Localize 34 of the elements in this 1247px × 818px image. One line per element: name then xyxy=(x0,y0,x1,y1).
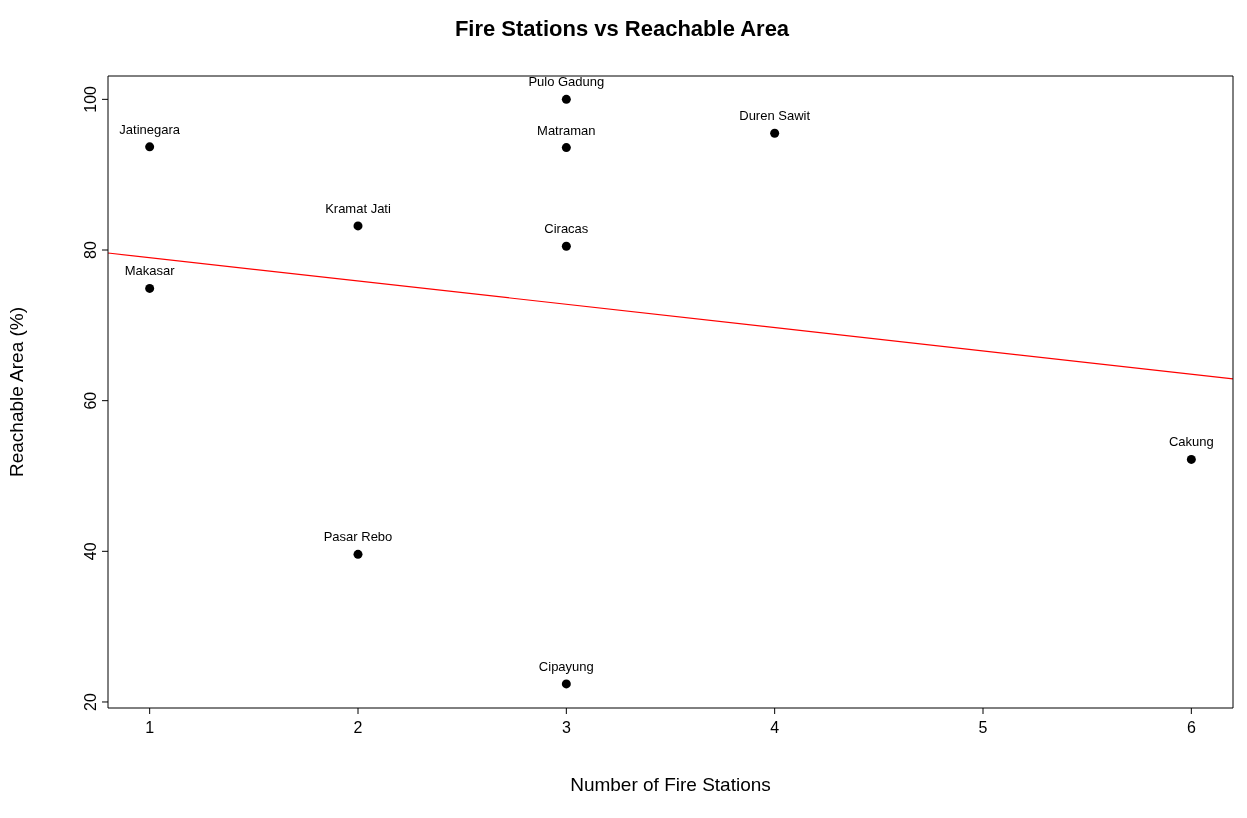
point xyxy=(353,549,363,559)
annotation: Pasar Rebo xyxy=(323,529,393,545)
x-tick-label: 3 xyxy=(561,719,571,737)
point xyxy=(561,94,571,104)
x-tick-label: 6 xyxy=(1186,719,1196,737)
annotation: Cipayung xyxy=(538,658,594,674)
chart-title: Fire Stations vs Reachable Area xyxy=(453,16,791,42)
x-tick-label: 5 xyxy=(978,719,988,737)
point xyxy=(145,142,155,152)
annotation: Cakung xyxy=(1168,434,1214,450)
point xyxy=(561,143,571,153)
annotation: Jatinegara xyxy=(119,121,181,137)
x-tick-label: 4 xyxy=(770,719,780,737)
y-tick-label: 100 xyxy=(82,85,99,113)
annotation: Ciracas xyxy=(544,221,589,237)
annotation: Makasar xyxy=(124,263,176,279)
x-tick-label: 1 xyxy=(145,719,155,737)
point xyxy=(145,283,155,293)
point xyxy=(561,241,571,251)
point xyxy=(561,679,571,689)
annotation: Kramat Jati xyxy=(325,200,391,216)
annotation: Matraman xyxy=(537,122,596,138)
y-tick-label: 40 xyxy=(82,542,99,561)
y-tick-label: 60 xyxy=(82,391,99,410)
x-tick-label: 2 xyxy=(353,719,363,737)
point xyxy=(353,221,363,231)
annotation: Pulo Gadung xyxy=(528,74,605,90)
point xyxy=(770,128,780,138)
y-axis-title: Reachable Area (%) xyxy=(5,306,27,478)
y-tick-label: 20 xyxy=(82,692,99,711)
x-axis-title: Number of Fire Stations xyxy=(570,774,771,795)
point xyxy=(1186,454,1196,464)
annotation: Duren Sawit xyxy=(739,108,811,124)
y-tick-label: 80 xyxy=(82,241,99,259)
